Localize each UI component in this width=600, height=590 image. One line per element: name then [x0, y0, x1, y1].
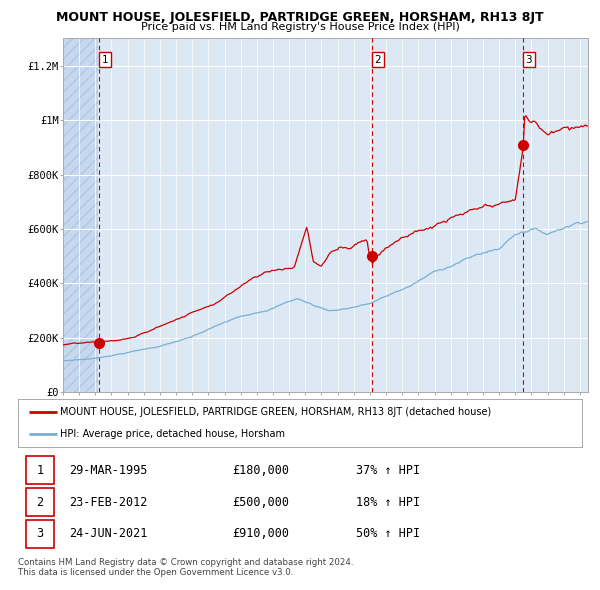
Text: 29-MAR-1995: 29-MAR-1995 — [69, 464, 147, 477]
Text: Contains HM Land Registry data © Crown copyright and database right 2024.: Contains HM Land Registry data © Crown c… — [18, 558, 353, 566]
Text: 3: 3 — [526, 55, 532, 65]
Text: 2: 2 — [37, 496, 44, 509]
Text: 18% ↑ HPI: 18% ↑ HPI — [356, 496, 421, 509]
Text: 3: 3 — [37, 527, 44, 540]
Text: 23-FEB-2012: 23-FEB-2012 — [69, 496, 147, 509]
Text: £180,000: £180,000 — [232, 464, 289, 477]
Bar — [26, 457, 53, 484]
Text: MOUNT HOUSE, JOLESFIELD, PARTRIDGE GREEN, HORSHAM, RH13 8JT (detached house): MOUNT HOUSE, JOLESFIELD, PARTRIDGE GREEN… — [60, 407, 491, 417]
Text: £910,000: £910,000 — [232, 527, 289, 540]
Bar — [26, 520, 53, 548]
Text: 2: 2 — [374, 55, 381, 65]
Text: Price paid vs. HM Land Registry's House Price Index (HPI): Price paid vs. HM Land Registry's House … — [140, 22, 460, 32]
Text: MOUNT HOUSE, JOLESFIELD, PARTRIDGE GREEN, HORSHAM, RH13 8JT: MOUNT HOUSE, JOLESFIELD, PARTRIDGE GREEN… — [56, 11, 544, 24]
Bar — [26, 488, 53, 516]
Text: 50% ↑ HPI: 50% ↑ HPI — [356, 527, 421, 540]
Text: 1: 1 — [37, 464, 44, 477]
Text: 24-JUN-2021: 24-JUN-2021 — [69, 527, 147, 540]
Text: This data is licensed under the Open Government Licence v3.0.: This data is licensed under the Open Gov… — [18, 568, 293, 576]
Text: £500,000: £500,000 — [232, 496, 289, 509]
Text: 1: 1 — [101, 55, 108, 65]
Text: HPI: Average price, detached house, Horsham: HPI: Average price, detached house, Hors… — [60, 429, 286, 439]
Text: 37% ↑ HPI: 37% ↑ HPI — [356, 464, 421, 477]
